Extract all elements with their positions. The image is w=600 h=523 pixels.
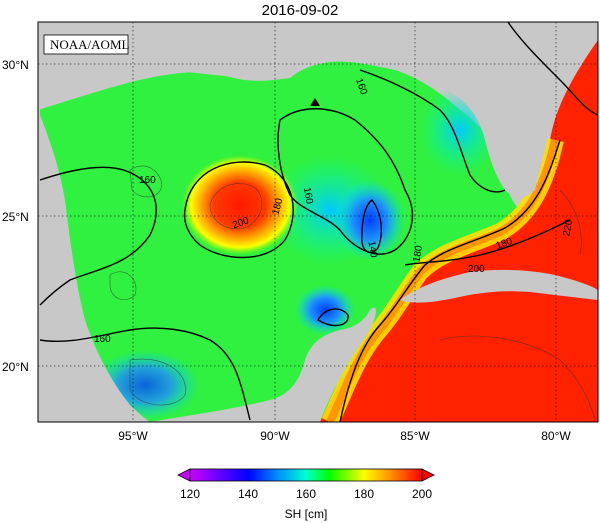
contour-label: 160: [139, 175, 156, 186]
colorbar-tick: 120: [180, 487, 200, 501]
lat-label: 20°N: [2, 360, 29, 374]
colorbar-label: SH [cm]: [285, 507, 328, 521]
colorbar-min-arrow: [177, 468, 191, 482]
cuba-land: [400, 269, 598, 303]
contour-label: 180: [411, 244, 425, 263]
contour-label: 140: [365, 240, 379, 259]
us-coast-land: [38, 22, 598, 198]
contour-label: 200: [468, 264, 485, 275]
contour-label: 160: [94, 334, 111, 345]
lon-label: 90°W: [260, 429, 290, 443]
colorbar-tick: 180: [354, 487, 374, 501]
mexico-land: [38, 110, 150, 422]
source-label: NOAA/AOML: [50, 37, 130, 52]
contour-label-group: 160 160 160 160 180 180 200 140 180 200 …: [94, 77, 575, 345]
lon-label: 85°W: [400, 429, 430, 443]
lon-label: 80°W: [541, 429, 571, 443]
triangle-marker: [310, 98, 320, 106]
lon-label: 95°W: [118, 429, 148, 443]
map-frame: [37, 21, 599, 423]
colorbar-max-arrow: [421, 468, 435, 482]
contour-label: 180: [271, 197, 286, 216]
source-box: [43, 34, 129, 55]
colorbar-tick: 160: [296, 487, 316, 501]
grid-lines: [38, 22, 598, 422]
blue-eddy-east: [335, 180, 405, 260]
blue-eddy-south: [295, 285, 355, 335]
contour-lines: [39, 22, 598, 422]
lat-label: 30°N: [2, 58, 29, 72]
map-title: 2016-09-02: [261, 2, 339, 19]
yucatan-land: [150, 307, 376, 422]
colorbar-tick: 140: [238, 487, 258, 501]
colorbar-tick: 200: [412, 487, 432, 501]
warm-eddy: [182, 155, 298, 255]
map-field: 160 160 160 160 180 180 200 140 180 200 …: [38, 22, 598, 422]
colorbar-gradient: [190, 469, 422, 481]
lat-label: 25°N: [2, 210, 29, 224]
colorbar: 120 140 160 180 200 SH [cm]: [177, 468, 435, 521]
contour-label: 220: [561, 218, 575, 237]
contour-label: 160: [301, 186, 315, 205]
